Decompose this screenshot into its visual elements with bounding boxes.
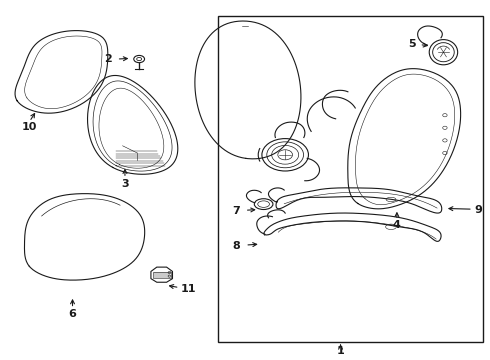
Text: 9: 9: [474, 204, 482, 215]
Text: 5: 5: [408, 39, 416, 49]
Text: 7: 7: [232, 206, 240, 216]
Text: 6: 6: [69, 309, 76, 319]
Bar: [218, 16, 483, 342]
Text: 10: 10: [22, 122, 37, 132]
Ellipse shape: [429, 40, 458, 65]
Text: 1: 1: [337, 346, 344, 356]
Text: 11: 11: [180, 284, 196, 294]
Text: 3: 3: [121, 179, 129, 189]
Text: 2: 2: [104, 54, 112, 64]
Text: 4: 4: [393, 220, 401, 230]
Text: 8: 8: [232, 240, 240, 251]
Ellipse shape: [134, 55, 145, 63]
